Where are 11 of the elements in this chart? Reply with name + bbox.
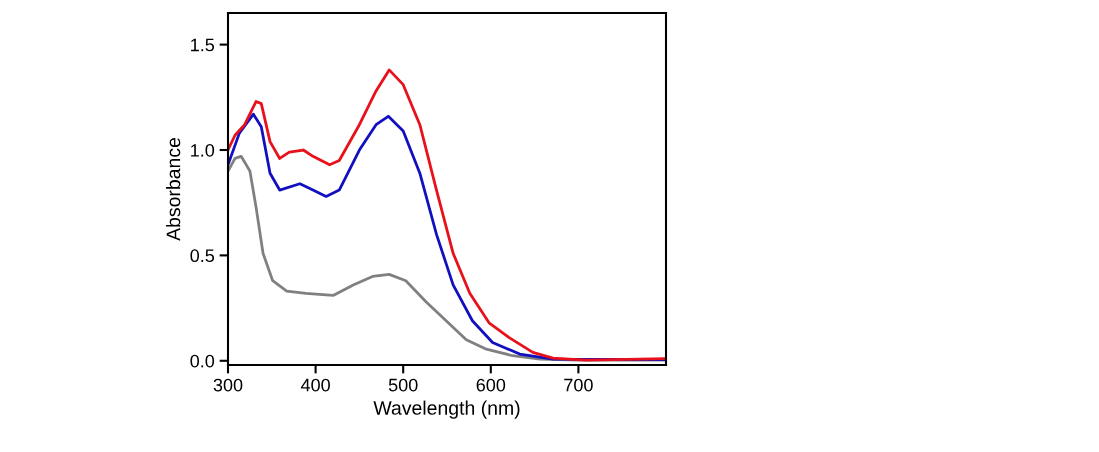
x-tick-label: 400 [300,378,330,392]
x-tick-label: 700 [564,378,593,392]
y-axis-title: Absorbance [166,137,181,241]
y-tick-label: 1.5 [191,38,215,52]
y-tick-label: 0.0 [190,354,215,368]
x-tick-label: 300 [213,378,243,392]
y-tick-label: 1.0 [191,143,215,157]
y-tick-label: 0.5 [190,249,215,263]
x-tick-label: 500 [388,378,418,392]
x-tick-label: 600 [476,378,506,392]
x-axis-title: Wavelength (nm) [373,400,520,419]
